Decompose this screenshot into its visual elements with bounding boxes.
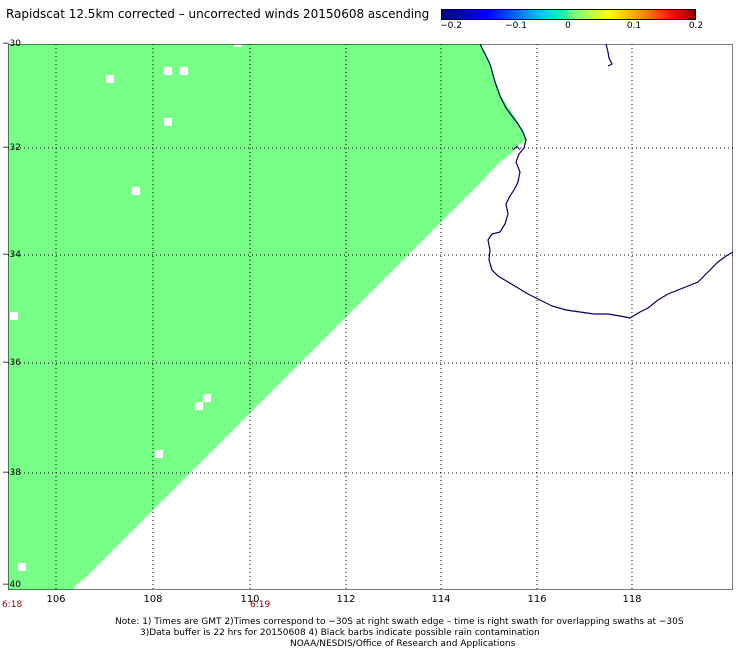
map-title: Rapidscat 12.5km corrected – uncorrected… [6,7,430,21]
colorbar-tick: 0.1 [626,21,642,31]
lon-label: 112 [336,594,356,605]
lat-label: −40 [2,580,21,590]
lat-label: −38 [2,468,21,478]
lat-label: −32 [2,143,21,153]
time-label: 6:19 [250,600,271,610]
colorbar-tick: 0 [565,21,571,31]
coastline [479,44,733,319]
colorbar-tick: −0.2 [440,21,462,31]
colorbar-gradient [441,9,696,20]
colorbar: −0.2 −0.1 0 0.1 0.2 [440,9,703,37]
lat-label: −36 [2,358,21,368]
lat-label: −34 [2,250,21,260]
lat-label: −30 [2,39,21,49]
lon-label: 110 [240,594,260,605]
lon-label: 108 [143,594,163,605]
lon-label: 116 [527,594,547,605]
lon-label: 106 [46,594,66,605]
swath-area [8,44,526,590]
lon-label: 114 [431,594,451,605]
data-gaps [10,44,242,571]
time-label: 6:18 [2,600,23,610]
coastline-rottnest [512,145,521,151]
note-line-2: 3)Data buffer is 22 hrs for 20150608 4) … [140,628,540,638]
lon-label: 118 [622,594,642,605]
note-line-3: NOAA/NESDIS/Office of Research and Appli… [290,639,516,649]
map-panel [8,44,733,590]
coastline-island [605,44,613,67]
note-line-1: Note: 1) Times are GMT 2)Times correspon… [115,617,684,627]
colorbar-tick: 0.2 [688,21,704,31]
colorbar-tick: −0.1 [505,21,527,31]
